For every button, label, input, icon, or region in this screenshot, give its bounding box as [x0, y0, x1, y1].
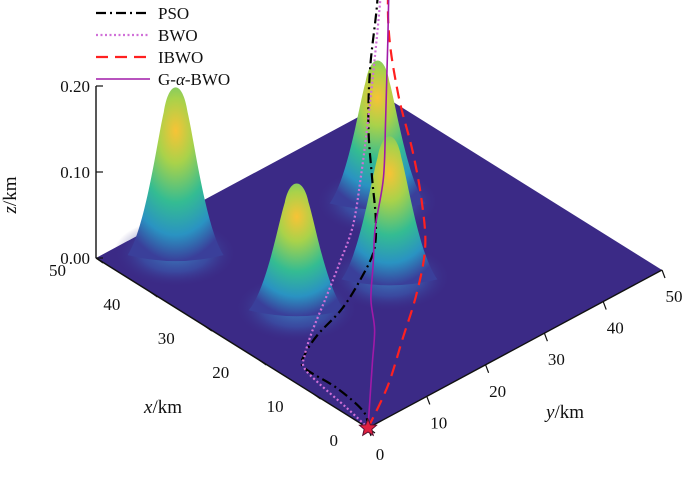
legend-label-3: IBWO — [158, 48, 203, 67]
path-ibwo — [367, 0, 427, 429]
x-tick-label-3: 30 — [158, 329, 175, 348]
y-tick-label-2: 20 — [489, 382, 506, 401]
path-pso — [300, 0, 379, 429]
y-tick-4 — [602, 301, 607, 310]
path-bwo — [301, 0, 382, 429]
z-tick-label-2: 0.20 — [60, 77, 90, 96]
y-axis-label: y/km — [544, 402, 584, 423]
legend-label-4: G-α-BWO — [158, 70, 230, 89]
peak-mound-4 — [248, 183, 345, 317]
x-tick-2 — [258, 359, 267, 366]
x-tick-4 — [150, 291, 158, 298]
y-tick-5 — [661, 269, 666, 279]
y-axis-line — [367, 269, 663, 429]
path-g-bwo — [367, 0, 390, 429]
y-tick-2 — [485, 364, 490, 374]
y-tick-label-3: 30 — [548, 350, 565, 369]
legend-label-1: PSO — [158, 4, 189, 23]
peak-mound-3 — [341, 136, 438, 286]
start-marker — [358, 417, 378, 437]
x-tick-1 — [313, 393, 321, 400]
y-tick-label-0: 0 — [376, 445, 385, 464]
z-axis-label: z/km — [0, 176, 21, 214]
legend-label-2: BWO — [158, 26, 198, 45]
peak-mound-1 — [127, 87, 224, 262]
x-tick-label-5: 50 — [49, 261, 66, 280]
z-tick-label-1: 0.10 — [60, 163, 90, 182]
x-tick-label-0: 0 — [330, 431, 339, 450]
paths-layer — [300, 0, 427, 437]
y-tick-3 — [543, 332, 548, 342]
y-tick-1 — [426, 396, 431, 405]
y-tick-label-5: 50 — [666, 287, 683, 306]
y-tick-label-4: 40 — [607, 319, 624, 338]
x-axis-label: x/km — [143, 397, 182, 418]
x-tick-label-4: 40 — [103, 295, 120, 314]
y-tick-label-1: 10 — [430, 413, 447, 432]
x-tick-5 — [95, 257, 104, 264]
z-tick-label-0: 0.00 — [60, 249, 90, 268]
x-axis-line — [95, 257, 369, 429]
x-tick-label-2: 20 — [212, 363, 229, 382]
x-tick-3 — [204, 325, 213, 332]
legend-layer: PSO BWO IBWO G-α-BWO — [96, 4, 230, 89]
x-tick-label-1: 10 — [267, 397, 284, 416]
